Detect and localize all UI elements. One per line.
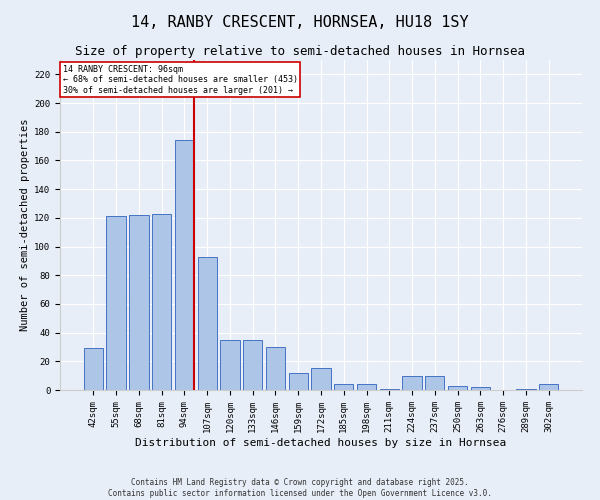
Text: 14, RANBY CRESCENT, HORNSEA, HU18 1SY: 14, RANBY CRESCENT, HORNSEA, HU18 1SY (131, 15, 469, 30)
Bar (539, 384, 558, 390)
Bar (380, 388, 399, 390)
Bar (152, 214, 172, 390)
Bar (243, 340, 262, 390)
Text: Contains HM Land Registry data © Crown copyright and database right 2025.
Contai: Contains HM Land Registry data © Crown c… (108, 478, 492, 498)
Bar (129, 215, 149, 390)
Bar (403, 376, 422, 390)
Bar (334, 384, 353, 390)
Text: 14 RANBY CRESCENT: 96sqm
← 68% of semi-detached houses are smaller (453)
30% of : 14 RANBY CRESCENT: 96sqm ← 68% of semi-d… (62, 65, 298, 95)
Bar (516, 388, 536, 390)
Bar (197, 256, 217, 390)
Bar (357, 384, 376, 390)
Bar (448, 386, 467, 390)
Text: Size of property relative to semi-detached houses in Hornsea: Size of property relative to semi-detach… (75, 45, 525, 58)
Bar (425, 376, 445, 390)
Bar (84, 348, 103, 390)
Bar (311, 368, 331, 390)
Bar (266, 347, 285, 390)
Bar (289, 373, 308, 390)
Bar (175, 140, 194, 390)
Bar (470, 387, 490, 390)
Y-axis label: Number of semi-detached properties: Number of semi-detached properties (20, 118, 30, 331)
X-axis label: Distribution of semi-detached houses by size in Hornsea: Distribution of semi-detached houses by … (136, 438, 506, 448)
Bar (106, 216, 126, 390)
Bar (220, 340, 239, 390)
